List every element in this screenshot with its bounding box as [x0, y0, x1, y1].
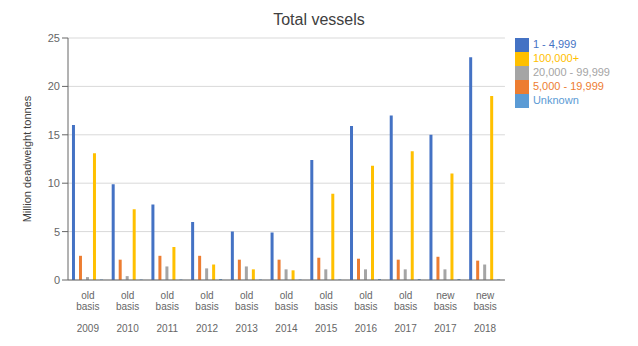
svg-text:15: 15: [48, 129, 60, 141]
svg-text:20: 20: [48, 80, 60, 92]
svg-text:10: 10: [48, 177, 60, 189]
html-text:Unknown: Unknown: [532, 94, 579, 107]
svg-text:oldbasis2010: oldbasis2010: [116, 290, 139, 334]
svg-text:oldbasis2012: oldbasis2012: [195, 290, 218, 334]
svg-text:25: 25: [48, 32, 60, 44]
svg-text:0: 0: [54, 274, 60, 286]
html-text:Total vessels: Total vessels: [273, 11, 365, 28]
svg-text:oldbasis2014: oldbasis2014: [275, 290, 298, 334]
svg-text:oldbasis2011: oldbasis2011: [156, 290, 179, 334]
svg-text:oldbasis2009: oldbasis2009: [76, 290, 99, 334]
html-text:1 - 4,999: 1 - 4,999: [532, 38, 577, 50]
html-text:5,000 - 19,999: 5,000 - 19,999: [532, 80, 604, 93]
svg-text:newbasis2017: newbasis2017: [434, 290, 457, 334]
svg-text:newbasis2018: newbasis2018: [473, 290, 496, 334]
html-text:20,000 - 99,999: 20,000 - 99,999: [532, 66, 610, 79]
html-text:100,000+: 100,000+: [532, 52, 580, 65]
svg-text:oldbasis2015: oldbasis2015: [315, 290, 338, 334]
svg-text:Million deadweight tonnes: Million deadweight tonnes: [21, 95, 33, 222]
svg-text:oldbasis2013: oldbasis2013: [235, 290, 258, 334]
svg-text:oldbasis2017: oldbasis2017: [394, 290, 417, 334]
svg-text:oldbasis2016: oldbasis2016: [354, 290, 377, 334]
svg-text:5: 5: [54, 226, 60, 238]
